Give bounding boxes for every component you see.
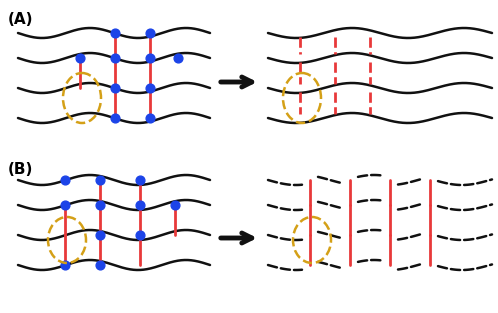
Point <box>136 177 144 182</box>
Point <box>76 55 84 60</box>
Point <box>61 203 69 208</box>
Point <box>146 55 154 60</box>
Point <box>61 263 69 268</box>
Point <box>61 177 69 182</box>
Point <box>96 233 104 238</box>
Point <box>136 233 144 238</box>
Point <box>111 115 119 121</box>
Point <box>96 203 104 208</box>
Point <box>96 177 104 182</box>
Point <box>146 115 154 121</box>
Point <box>111 30 119 35</box>
Point <box>111 85 119 90</box>
Point <box>96 263 104 268</box>
Point <box>136 203 144 208</box>
Point <box>171 203 179 208</box>
Text: (B): (B) <box>8 162 33 177</box>
Point <box>111 55 119 60</box>
Point <box>146 30 154 35</box>
Point <box>174 55 182 60</box>
Text: (A): (A) <box>8 12 33 27</box>
Point <box>146 85 154 90</box>
